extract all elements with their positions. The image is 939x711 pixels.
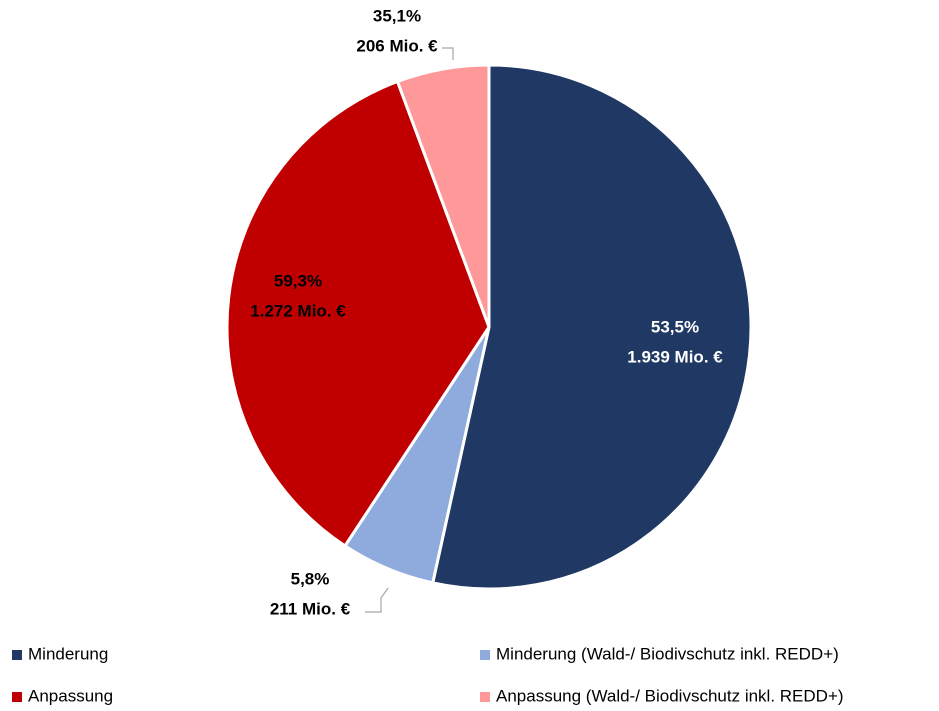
data-label-share: 5,8%	[291, 569, 330, 588]
leader-line	[442, 47, 454, 60]
legend-label: Anpassung (Wald-/ Biodivschutz inkl. RED…	[496, 686, 844, 705]
data-label-share: 53,5%	[651, 317, 699, 336]
legend-swatch	[12, 692, 22, 702]
legend-label: Anpassung	[28, 686, 113, 705]
legend-swatch	[480, 650, 490, 660]
data-label-share: 35,1%	[373, 6, 421, 25]
legend-swatch	[12, 650, 22, 660]
data-label-value: 211 Mio. €	[270, 599, 351, 618]
data-label-share: 59,3%	[274, 271, 322, 290]
pie-slice	[431, 63, 753, 591]
legend-label: Minderung	[28, 644, 108, 663]
data-label-value: 206 Mio. €	[356, 36, 438, 55]
pie-slice	[225, 79, 491, 548]
pie-slice	[395, 63, 491, 329]
legend-swatch	[480, 692, 490, 702]
legend-label: Minderung (Wald-/ Biodivschutz inkl. RED…	[496, 644, 839, 663]
data-label-value: 1.939 Mio. €	[627, 347, 723, 366]
data-label-value: 1.272 Mio. €	[250, 301, 346, 320]
leader-line	[365, 587, 389, 613]
